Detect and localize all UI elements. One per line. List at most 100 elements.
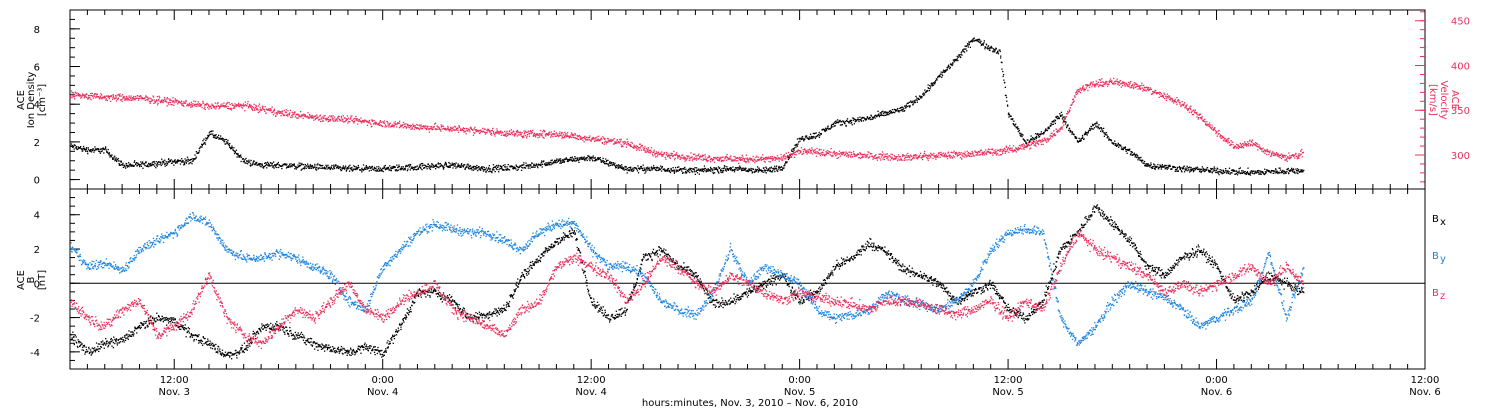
velocity-point xyxy=(127,99,129,101)
density-point xyxy=(252,163,254,165)
density-point xyxy=(496,168,498,171)
density-point xyxy=(708,170,710,172)
density-point xyxy=(950,63,952,65)
density-point xyxy=(387,166,390,169)
density-point xyxy=(902,108,904,111)
density-point xyxy=(594,160,597,162)
density-point xyxy=(635,167,637,170)
velocity-point xyxy=(204,108,206,111)
density-point xyxy=(162,160,165,162)
density-point xyxy=(216,136,218,138)
density-point xyxy=(967,46,969,48)
density-point xyxy=(196,152,198,154)
density-point xyxy=(1217,172,1219,174)
velocity-point xyxy=(166,97,168,99)
density-point xyxy=(1247,172,1249,175)
density-point xyxy=(553,162,555,164)
density-point xyxy=(1210,171,1212,173)
velocity-point xyxy=(149,102,151,105)
velocity-point xyxy=(216,105,218,107)
velocity-point xyxy=(171,101,173,103)
velocity-point xyxy=(795,154,797,156)
density-point xyxy=(495,164,498,167)
density-point xyxy=(802,137,804,140)
density-point xyxy=(850,119,853,122)
velocity-point xyxy=(816,151,819,153)
density-point xyxy=(248,159,250,161)
density-point xyxy=(236,152,238,155)
velocity-point xyxy=(426,126,429,128)
density-point xyxy=(467,166,469,168)
density-point xyxy=(1252,170,1254,172)
density-point xyxy=(368,170,370,172)
density-point xyxy=(941,73,943,75)
density-point xyxy=(972,39,974,41)
density-point xyxy=(1291,169,1293,171)
density-point xyxy=(322,164,324,167)
density-point xyxy=(1166,168,1168,170)
density-point xyxy=(683,168,685,170)
velocity-point xyxy=(701,154,703,156)
velocity-point xyxy=(249,104,251,106)
density-point xyxy=(468,164,470,166)
density-point xyxy=(726,167,728,170)
density-point xyxy=(796,144,798,146)
velocity-point xyxy=(814,152,816,154)
density-point xyxy=(893,108,895,111)
density-point xyxy=(673,170,675,172)
density-point xyxy=(539,163,541,166)
density-point xyxy=(796,145,799,147)
velocity-point xyxy=(94,93,96,95)
density-point xyxy=(512,168,515,170)
velocity-point xyxy=(644,146,646,148)
velocity-point xyxy=(760,158,762,160)
velocity-point xyxy=(199,103,201,105)
velocity-point xyxy=(516,132,518,134)
velocity-point xyxy=(793,156,796,158)
velocity-point xyxy=(417,127,420,129)
density-point xyxy=(505,168,507,170)
density-point xyxy=(416,169,418,171)
velocity-point xyxy=(717,156,719,159)
velocity-point xyxy=(734,160,736,162)
density-point xyxy=(158,161,160,163)
density-point xyxy=(909,105,911,107)
density-point xyxy=(165,161,167,163)
velocity-point xyxy=(465,133,467,135)
density-point xyxy=(1038,133,1040,135)
density-point xyxy=(156,164,158,166)
velocity-point xyxy=(550,135,553,137)
velocity-point xyxy=(627,140,629,143)
density-point xyxy=(920,95,922,97)
density-point xyxy=(1054,120,1057,122)
density-point xyxy=(467,163,469,165)
density-point xyxy=(1118,146,1120,148)
velocity-point xyxy=(299,111,302,113)
density-point xyxy=(139,164,141,166)
density-point xyxy=(201,144,203,147)
velocity-point xyxy=(555,132,557,134)
velocity-point xyxy=(379,121,381,123)
density-point xyxy=(342,166,344,169)
velocity-point xyxy=(695,158,697,160)
density-point xyxy=(255,163,257,165)
velocity-point xyxy=(131,98,133,100)
velocity-point xyxy=(198,105,200,107)
density-point xyxy=(527,167,529,169)
density-point xyxy=(412,169,414,171)
density-point xyxy=(118,164,121,166)
velocity-point xyxy=(545,135,547,137)
velocity-point xyxy=(853,154,855,156)
velocity-point xyxy=(297,114,300,116)
density-point xyxy=(380,169,382,171)
velocity-point xyxy=(799,152,802,154)
velocity-point xyxy=(225,106,227,108)
density-point xyxy=(472,166,474,168)
velocity-point xyxy=(657,152,660,154)
velocity-point xyxy=(425,125,427,127)
density-point xyxy=(947,65,949,67)
density-point xyxy=(430,166,432,168)
velocity-point xyxy=(426,127,428,130)
density-point xyxy=(1126,149,1128,151)
density-point xyxy=(390,170,392,172)
